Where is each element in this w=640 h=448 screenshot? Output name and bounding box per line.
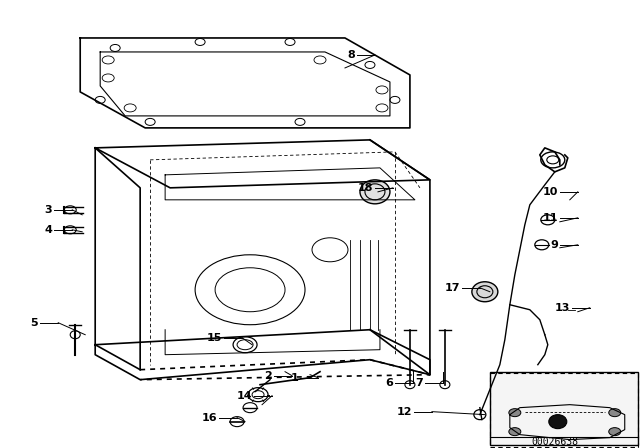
Text: 4: 4 (44, 225, 52, 235)
Ellipse shape (360, 180, 390, 204)
Ellipse shape (609, 428, 621, 435)
Text: 18: 18 (358, 183, 373, 193)
Ellipse shape (549, 415, 567, 429)
Ellipse shape (509, 409, 521, 417)
Text: 15: 15 (207, 333, 222, 343)
Ellipse shape (472, 282, 498, 302)
Text: 5: 5 (31, 318, 38, 328)
Text: 16: 16 (202, 413, 217, 422)
Text: 8: 8 (348, 50, 355, 60)
Text: 13: 13 (554, 303, 570, 313)
Ellipse shape (609, 409, 621, 417)
Text: 7: 7 (415, 378, 423, 388)
Bar (490, 372, 637, 444)
Text: 9: 9 (550, 240, 558, 250)
Text: 10: 10 (543, 187, 558, 197)
Ellipse shape (509, 428, 521, 435)
Text: 6: 6 (385, 378, 393, 388)
Text: 00026638: 00026638 (531, 437, 579, 447)
Text: 1: 1 (291, 373, 298, 383)
Text: 14: 14 (236, 391, 252, 401)
Text: 3: 3 (45, 205, 52, 215)
Text: 17: 17 (444, 283, 460, 293)
Text: 12: 12 (396, 407, 412, 417)
Text: 2: 2 (264, 370, 272, 381)
Text: 11: 11 (542, 213, 558, 223)
